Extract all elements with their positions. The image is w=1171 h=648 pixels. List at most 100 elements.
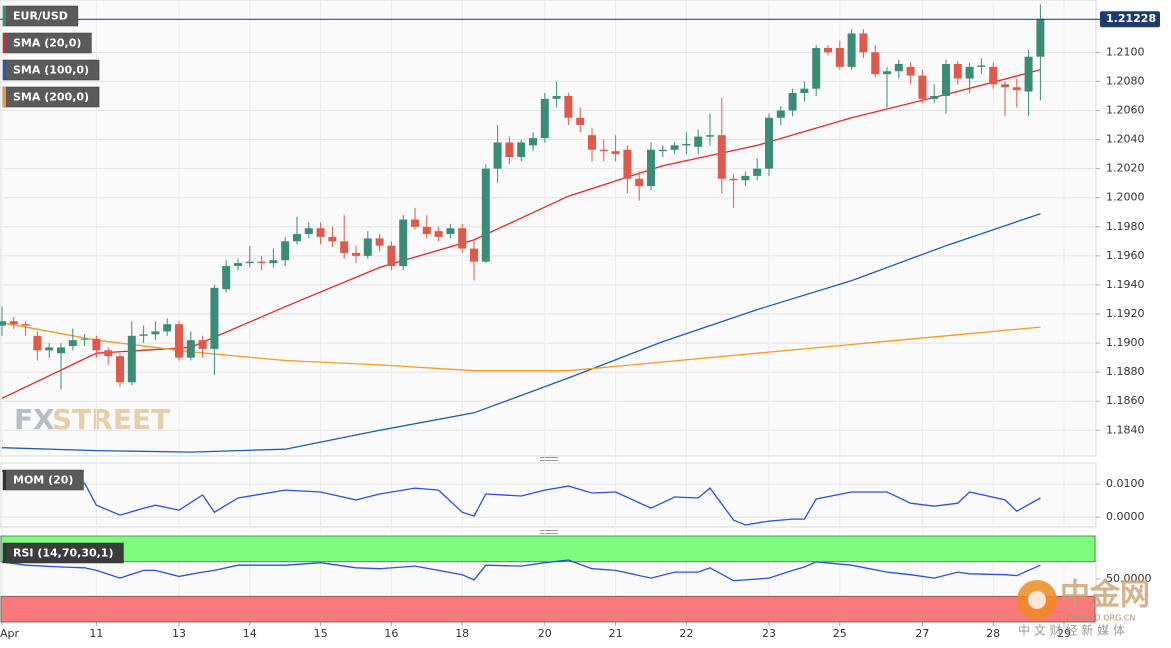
candle-body [623,149,632,179]
main-panel [0,0,1097,457]
legend-label: SMA (20,0) [13,37,81,50]
candle-body [399,219,408,267]
candle-body [540,98,549,139]
candle-body [411,219,419,227]
candle-body [682,143,691,146]
x-tick-label: 16 [384,627,398,640]
candle-body [269,260,278,264]
candle-body [198,340,207,349]
candle-body [753,168,762,176]
candle-body [175,324,183,358]
y-tick-label: 1.2100 [1106,45,1145,58]
candle-body [1036,18,1045,57]
y-tick-label: 1.1920 [1106,307,1145,320]
candle-body [812,47,821,89]
y-tick-label: 0.0000 [1106,510,1145,523]
candle-body [57,347,65,354]
candle-body [729,178,738,181]
candle-body [741,175,750,181]
logo-circle-inner [1028,591,1046,609]
candle-body [953,63,962,79]
series-line [1,559,1041,582]
logo-name: 中金网 [1060,578,1150,613]
y-tick-label: 1.2040 [1106,133,1145,146]
candle-body [965,66,974,79]
candle-body [1012,87,1021,91]
x-tick-label: 29 [1057,627,1071,640]
candle-body [717,135,726,179]
candle-body [883,71,891,75]
logo-fx: FX [14,403,55,436]
logo-street: STREET [52,403,170,436]
candle-body [340,241,349,253]
candle-body [245,261,254,264]
candle-body [481,168,490,262]
x-tick-label: 27 [915,627,929,640]
candle-body [328,236,337,242]
y-tick-label: 1.1900 [1106,336,1145,349]
candle-body [434,231,443,237]
candle-body [45,347,54,351]
candle-body [33,335,42,351]
candle-body [599,149,608,152]
series-line [1,470,1041,526]
x-tick-label: 28 [986,627,1000,640]
cngold-logo: 中金网 CNGOLD.ORG.CN 中 文 财 经 新 媒 体 [1017,578,1150,638]
y-tick-label: 50.0000 [1106,572,1152,585]
last-price-box [1100,11,1160,28]
legend-label: SMA (200,0) [13,91,89,104]
candle-body [800,88,809,94]
plot-layer: 1.2100 1.2080 1.2060 1.2040 1.2020 1.2000 1.19… [0,0,1160,640]
y-tick-label: 0.0100 [1106,477,1145,490]
candle-body [859,33,868,53]
candle-body [363,238,372,256]
y-tick-label: 1.2080 [1106,74,1145,87]
y-tick-label: 1.1840 [1106,423,1145,436]
x-tick-label: 25 [833,627,847,640]
y-tick-label: 1.1960 [1106,249,1145,262]
y-tick-label: 1.1940 [1106,278,1145,291]
candle-body [210,287,219,349]
candle-body [894,63,903,72]
candle-body [80,338,89,340]
x-tick-label: 23 [762,627,776,640]
y-tick-label: 1.1980 [1106,220,1145,233]
legend-swatch [3,33,6,53]
candle-body [588,135,596,150]
candle-body [1001,84,1009,88]
x-tick-label: 14 [243,627,257,640]
candle-body [116,356,124,383]
candle-body [505,142,514,157]
candle-body [694,136,703,147]
legend-swatch [3,6,6,26]
candle-body [163,324,172,332]
candle-body [458,228,467,249]
candle-body [21,324,30,326]
logo-domain: CNGOLD.ORG.CN [1066,614,1135,623]
x-tick-label: 18 [455,627,469,640]
candle-body [446,228,455,235]
y-tick-label: 1.2020 [1106,162,1145,175]
legend-swatch [3,60,6,80]
fxstreet-logo: FX STREET [14,403,170,436]
candle-body [552,95,561,99]
splitter-grip[interactable] [540,457,558,534]
legend-label: EUR/USD [13,10,68,23]
candle-body [942,63,950,96]
last-price-label: 1.21228 [1106,12,1156,25]
x-tick-label: 22 [679,627,693,640]
candle-body [658,149,667,152]
candle-body [576,117,585,126]
candle-body [871,52,880,75]
candle-body [222,266,231,290]
candle-body [387,245,396,267]
series-line [1,213,1041,453]
x-tick-label: 15 [314,627,328,640]
candle-body [257,261,266,264]
band [0,535,1096,563]
legend-swatch [3,87,6,107]
candle-body [493,142,502,169]
candle-body [151,331,160,335]
candle-body [706,135,714,137]
